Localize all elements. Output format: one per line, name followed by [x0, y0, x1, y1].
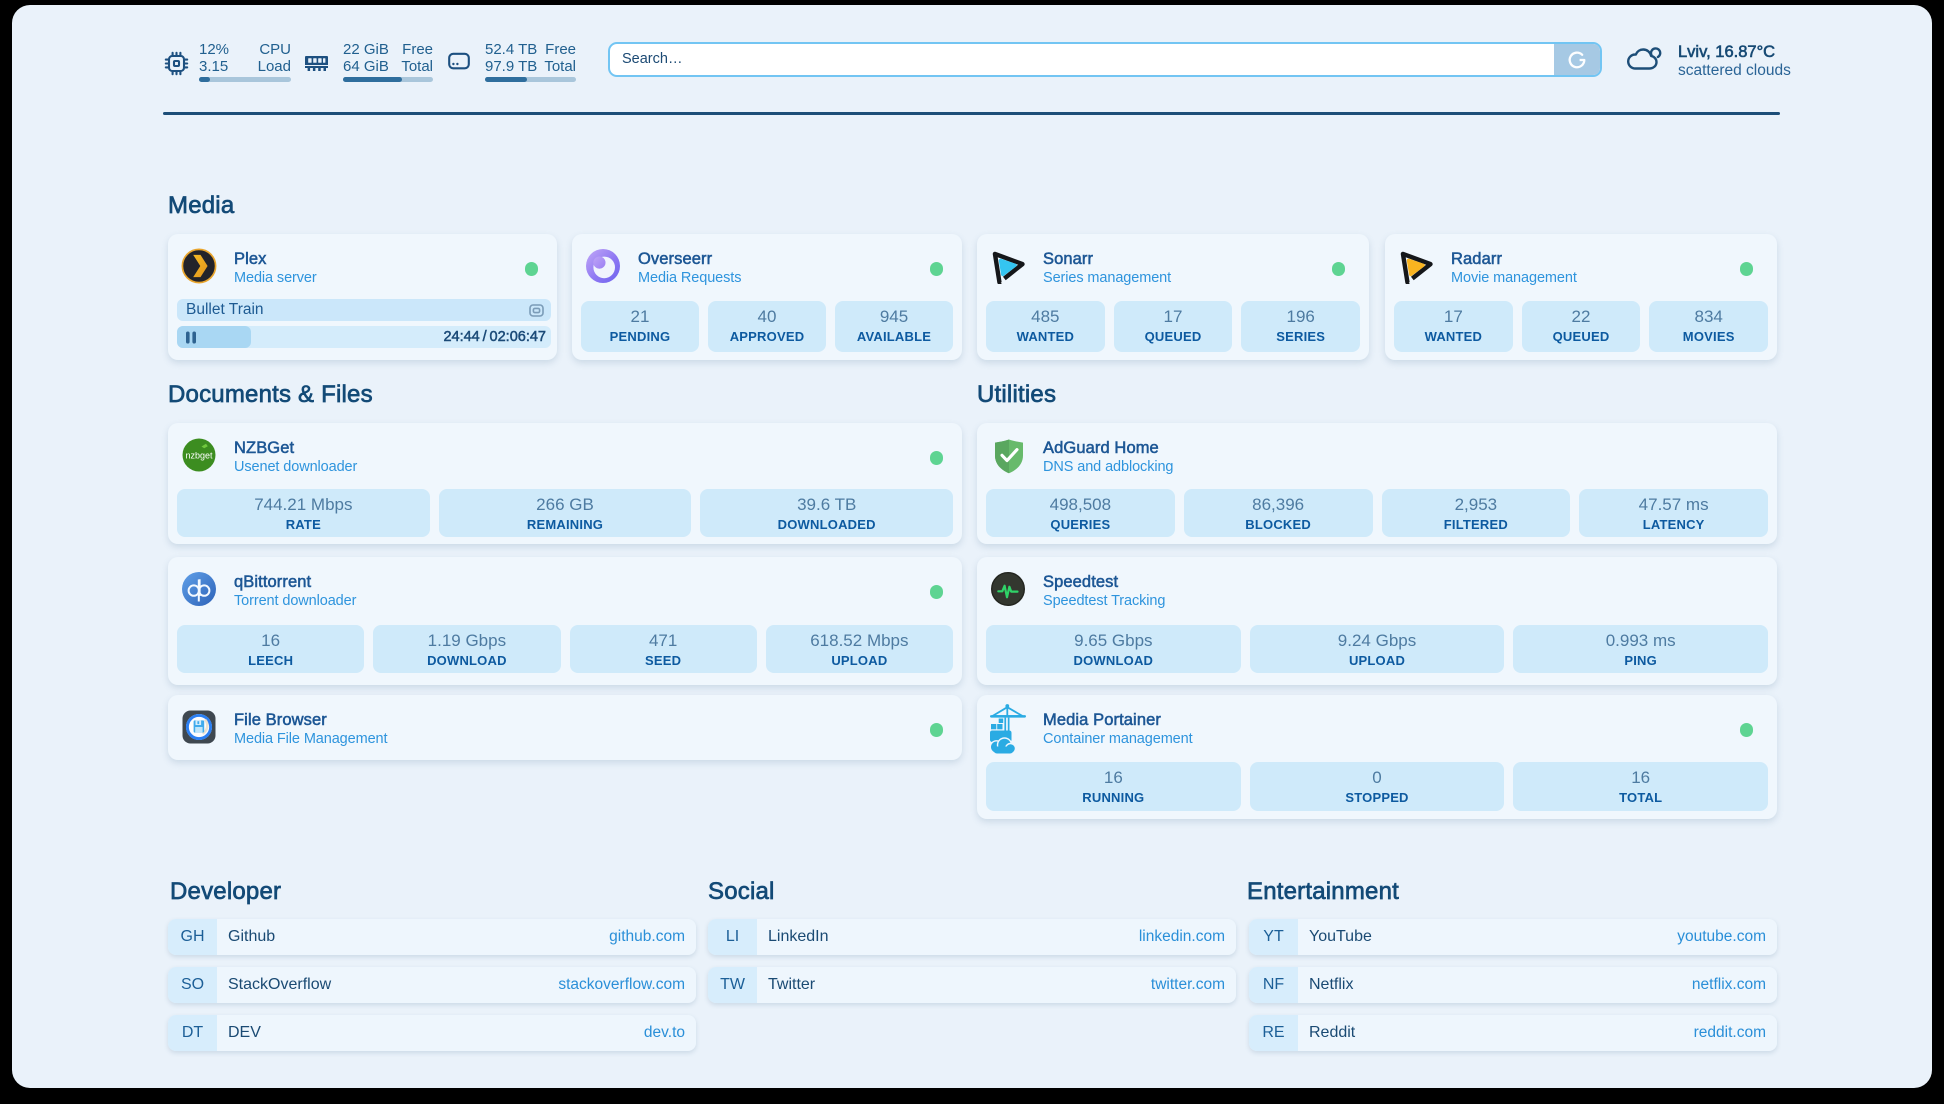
svg-text:nzbget: nzbget	[185, 450, 213, 460]
